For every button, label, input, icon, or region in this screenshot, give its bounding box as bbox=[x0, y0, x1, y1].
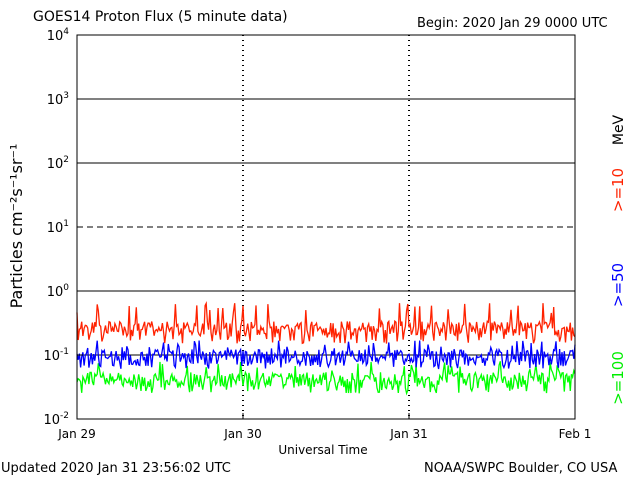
series-line-ge10 bbox=[76, 300, 576, 345]
unit-label: MeV bbox=[611, 114, 627, 145]
x-axis-label: Universal Time bbox=[278, 443, 367, 457]
series-line-ge100 bbox=[76, 361, 576, 396]
x-tick-label: Feb 1 bbox=[559, 427, 592, 441]
legend-ge100: >=100 bbox=[609, 351, 627, 405]
y-axis-label: Particles cm⁻²s⁻¹sr⁻¹ bbox=[7, 144, 26, 309]
x-tick-label: Jan 29 bbox=[57, 427, 96, 441]
y-tick-label: 104 bbox=[47, 27, 70, 44]
y-tick-label: 100 bbox=[47, 283, 70, 300]
y-tick-label: 101 bbox=[47, 219, 69, 236]
y-tick-label: 102 bbox=[47, 155, 69, 172]
y-tick-label: 103 bbox=[47, 91, 69, 108]
legend-ge10: >=10 bbox=[609, 168, 627, 212]
credit: NOAA/SWPC Boulder, CO USA bbox=[424, 461, 618, 476]
series-line-ge50 bbox=[76, 340, 576, 370]
begin-time: Begin: 2020 Jan 29 0000 UTC bbox=[417, 16, 608, 31]
x-tick-label: Jan 31 bbox=[389, 427, 428, 441]
y-tick-labels: 10-2 10-1 100 101 102 103 104 bbox=[43, 27, 83, 428]
legend-ge50: >=50 bbox=[609, 263, 627, 307]
series-lines bbox=[76, 300, 576, 396]
x-tick-label: Jan 30 bbox=[223, 427, 262, 441]
y-tick-label: 10-1 bbox=[43, 347, 69, 364]
chart-title: GOES14 Proton Flux (5 minute data) bbox=[33, 9, 288, 25]
y-tick-label: 10-2 bbox=[43, 411, 69, 428]
x-tick-labels: Jan 29 Jan 30 Jan 31 Feb 1 bbox=[57, 413, 591, 441]
updated-time: Updated 2020 Jan 31 23:56:02 UTC bbox=[1, 461, 231, 476]
